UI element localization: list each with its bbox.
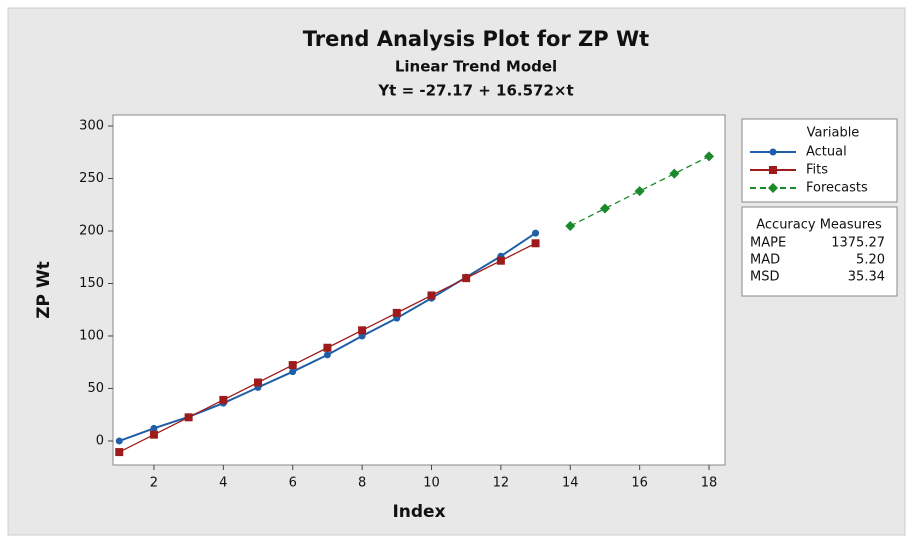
y-tick-label: 150 [79, 276, 104, 291]
y-tick-label: 100 [79, 328, 104, 343]
x-tick-label: 2 [150, 476, 158, 491]
legend-marker [768, 183, 778, 193]
data-point [219, 395, 228, 404]
data-point [323, 343, 332, 352]
data-point [115, 448, 124, 457]
data-point [149, 430, 158, 439]
data-point [532, 229, 540, 237]
data-point [323, 351, 331, 359]
y-axis-label: ZP Wt [34, 261, 54, 319]
x-axis-label: Index [392, 502, 445, 522]
x-tick-label: 12 [493, 476, 510, 491]
legend-marker [769, 166, 777, 174]
x-tick-label: 4 [219, 476, 227, 491]
accuracy-name: MAPE [750, 236, 786, 251]
data-point [427, 291, 436, 300]
equation: Yt = -27.17 + 16.572×t [377, 82, 573, 100]
y-tick-label: 200 [79, 224, 104, 239]
y-tick-label: 300 [79, 119, 104, 134]
accuracy-title: Accuracy Measures [756, 218, 882, 233]
y-tick-label: 250 [79, 171, 104, 186]
data-point [669, 168, 680, 179]
y-tick-label: 0 [96, 433, 104, 448]
legend-label: Fits [806, 163, 828, 178]
data-point [184, 413, 193, 422]
x-tick-label: 14 [562, 476, 579, 491]
data-point [358, 326, 367, 335]
legend-title: Variable [807, 126, 860, 141]
data-point [496, 256, 505, 265]
legend-label: Forecasts [806, 181, 868, 196]
accuracy-name: MSD [750, 270, 779, 285]
data-point [150, 424, 158, 432]
data-point [599, 203, 610, 214]
legend-marker [769, 148, 777, 156]
accuracy-box [741, 206, 898, 297]
x-tick-label: 18 [701, 476, 718, 491]
accuracy-name: MAD [750, 253, 780, 268]
data-point [565, 220, 576, 231]
accuracy-value: 35.34 [848, 270, 885, 285]
data-point [288, 361, 297, 370]
legend-label: Actual [806, 145, 847, 160]
data-point [115, 437, 123, 445]
series-line [569, 155, 710, 227]
x-tick-label: 16 [631, 476, 648, 491]
x-tick-label: 8 [358, 476, 366, 491]
accuracy-value: 5.20 [856, 253, 885, 268]
chart-title: Trend Analysis Plot for ZP Wt [303, 27, 649, 51]
data-point [289, 368, 297, 376]
plot-area [112, 114, 726, 466]
data-point [462, 274, 471, 283]
legend-box [741, 118, 898, 203]
accuracy-value: 1375.27 [831, 236, 885, 251]
data-point [531, 239, 540, 248]
data-point [254, 378, 263, 387]
data-point [704, 151, 715, 162]
data-point [634, 186, 645, 197]
x-tick-label: 10 [423, 476, 440, 491]
chart-subtitle: Linear Trend Model [395, 58, 557, 76]
data-point [392, 308, 401, 317]
y-tick-label: 50 [87, 381, 104, 396]
x-tick-label: 6 [289, 476, 297, 491]
